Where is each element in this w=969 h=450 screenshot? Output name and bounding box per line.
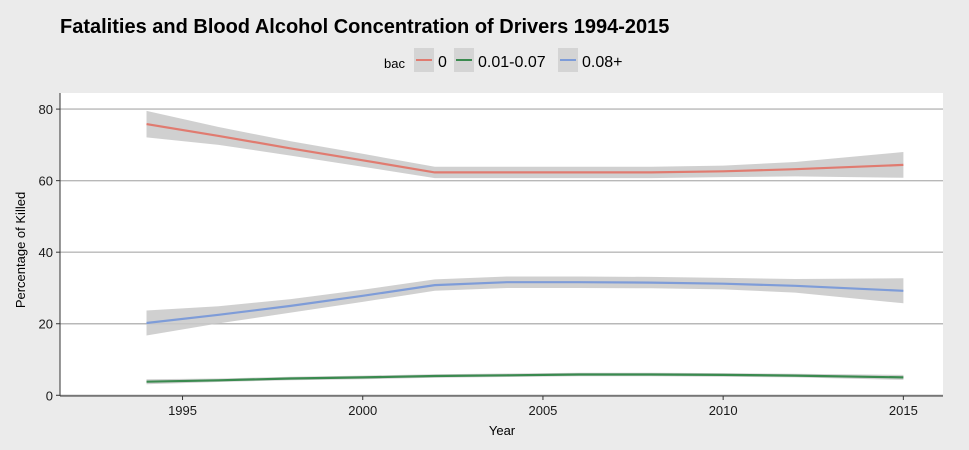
y-tick-label: 40 bbox=[39, 245, 53, 260]
confidence-band-0 bbox=[146, 110, 904, 179]
y-tick-label: 60 bbox=[39, 174, 53, 189]
y-axis-label: Percentage of Killed bbox=[13, 192, 28, 308]
legend: bac 0 0.01-0.07 0.08+ bbox=[384, 48, 622, 72]
y-axis: 0 20 40 60 80 bbox=[39, 93, 61, 403]
legend-label-0-01-0-07: 0.01-0.07 bbox=[478, 54, 546, 71]
x-tick-label: 1995 bbox=[168, 403, 197, 418]
series-line-0-08 bbox=[146, 281, 904, 325]
x-axis: 1995 2000 2005 2010 2015 bbox=[60, 395, 943, 418]
x-tick-label: 2015 bbox=[889, 403, 918, 418]
chart-title: Fatalities and Blood Alcohol Concentrati… bbox=[60, 16, 669, 38]
plot-panel bbox=[60, 93, 943, 396]
legend-label-0-08: 0.08+ bbox=[582, 54, 622, 71]
x-tick-label: 2005 bbox=[528, 403, 557, 418]
x-axis-label: Year bbox=[489, 423, 516, 438]
y-tick-label: 0 bbox=[46, 388, 53, 403]
x-tick-label: 2010 bbox=[709, 403, 738, 418]
y-tick-label: 80 bbox=[39, 102, 53, 117]
legend-label-0: 0 bbox=[438, 54, 447, 71]
series-line-0 bbox=[146, 123, 904, 174]
x-tick-label: 2000 bbox=[348, 403, 377, 418]
series-lines bbox=[146, 123, 904, 383]
y-tick-label: 20 bbox=[39, 317, 53, 332]
series-line-0-01-0-07 bbox=[146, 373, 904, 383]
legend-title: bac bbox=[384, 56, 405, 71]
